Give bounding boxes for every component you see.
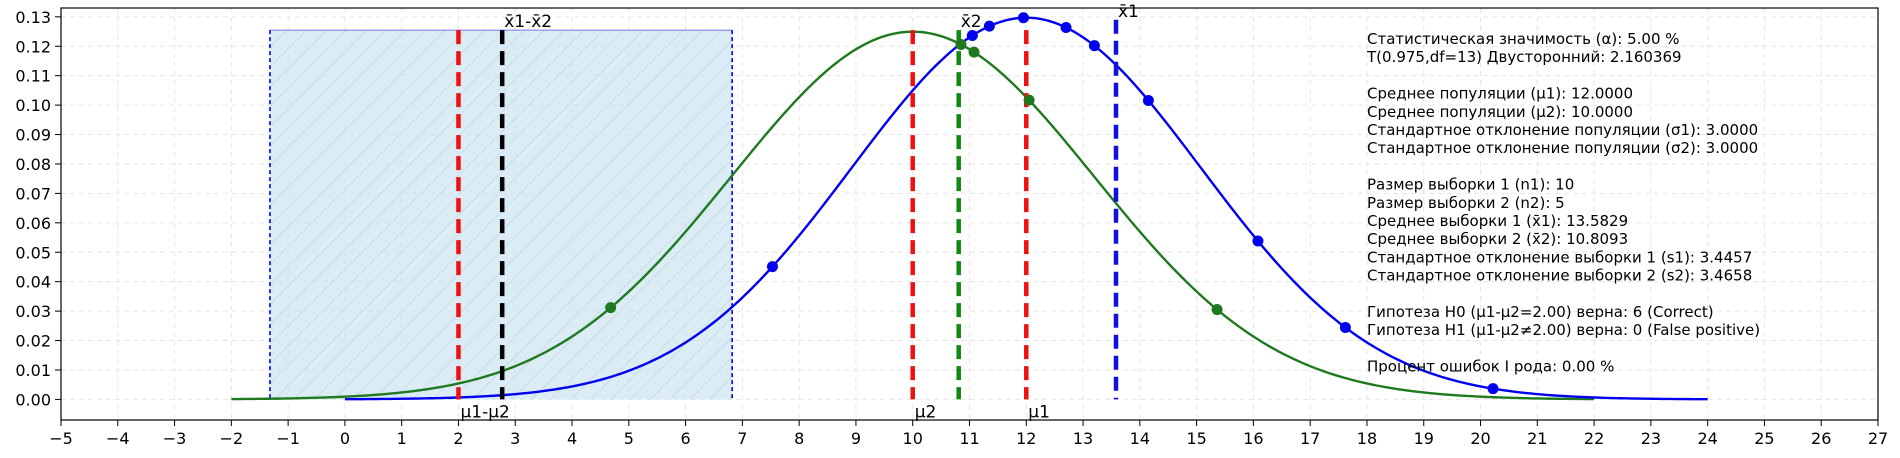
x-tick-label: 24 xyxy=(1697,429,1717,448)
x-tick-label: 26 xyxy=(1811,429,1831,448)
x-tick-label: 19 xyxy=(1414,429,1434,448)
sample-point xyxy=(955,38,967,50)
y-tick-label: 0.00 xyxy=(15,390,51,409)
y-tick-label: 0.03 xyxy=(15,302,51,321)
stats-textbox: Статистическая значимость (α): 5.00 %T(0… xyxy=(1366,30,1760,376)
x-tick-label: 20 xyxy=(1470,429,1490,448)
vertical-marker-label: μ2 xyxy=(915,402,937,422)
x-tick-label: 8 xyxy=(794,429,804,448)
sample-point xyxy=(1023,94,1035,106)
y-tick-label: 0.08 xyxy=(15,155,51,174)
y-tick-label: 0.12 xyxy=(15,37,51,56)
x-tick-label: 18 xyxy=(1357,429,1377,448)
stats-line: Стандартное отклонение популяции (σ2): 3… xyxy=(1367,139,1758,157)
stats-line: Стандартное отклонение популяции (σ1): 3… xyxy=(1367,121,1758,139)
x-tick-label: 5 xyxy=(624,429,634,448)
stats-line: Стандартное отклонение выборки 1 (s1): 3… xyxy=(1367,248,1752,266)
sample-point xyxy=(1142,94,1154,106)
sample-point xyxy=(1339,321,1351,333)
x-tick-label: 17 xyxy=(1300,429,1320,448)
vertical-marker-label: x̄1 xyxy=(1118,2,1139,22)
x-tick-label: 11 xyxy=(959,429,979,448)
x-tick-label: 7 xyxy=(737,429,747,448)
sample-point xyxy=(968,46,980,58)
x-tick-label: 4 xyxy=(567,429,577,448)
y-tick-label: 0.10 xyxy=(15,96,51,115)
x-tick-label: −2 xyxy=(220,429,244,448)
stats-line: Стандартное отклонение выборки 2 (s2): 3… xyxy=(1367,267,1752,285)
x-axis: −5 −4 −3 −2 −1 0 1 2 3 4 5 6 7 8 9 10 11 12 13 14 15 16 17 18 19… xyxy=(49,420,1888,448)
x-tick-label: 27 xyxy=(1868,429,1888,448)
sample-point xyxy=(1060,21,1072,33)
x-tick-label: 14 xyxy=(1130,429,1150,448)
x-tick-label: 15 xyxy=(1186,429,1206,448)
y-tick-label: 0.13 xyxy=(15,8,51,27)
stats-line: Процент ошибок I рода: 0.00 % xyxy=(1367,358,1614,376)
y-tick-label: 0.11 xyxy=(15,67,51,86)
x-tick-label: 13 xyxy=(1073,429,1093,448)
x-tick-label: 2 xyxy=(453,429,463,448)
vertical-marker-label: μ1 xyxy=(1028,402,1050,422)
sample-point xyxy=(605,302,617,314)
y-tick-label: 0.05 xyxy=(15,243,51,262)
x-tick-label: 0 xyxy=(340,429,350,448)
x-tick-label: −4 xyxy=(106,429,130,448)
vertical-marker-label: x̄2 xyxy=(961,12,982,32)
sample-point xyxy=(766,261,778,273)
sample-point xyxy=(983,20,995,32)
stats-line: Размер выборки 1 (n1): 10 xyxy=(1367,176,1574,194)
vertical-markers: μ1-μ2 x̄1-x̄2 μ2 x̄2 μ1 x̄1 xyxy=(456,2,1139,422)
x-tick-label: 16 xyxy=(1243,429,1263,448)
sample-points xyxy=(605,12,1499,395)
stats-line: Размер выборки 2 (n2): 5 xyxy=(1367,194,1565,212)
x-tick-label: 9 xyxy=(851,429,861,448)
sample-point xyxy=(1088,40,1100,52)
x-tick-label: 1 xyxy=(397,429,407,448)
sample-point xyxy=(1211,304,1223,316)
x-tick-label: −5 xyxy=(49,429,73,448)
x-tick-label: −1 xyxy=(276,429,300,448)
sample-point xyxy=(966,29,978,41)
stats-line: Среднее популяции (μ2): 10.0000 xyxy=(1367,103,1633,121)
sample-point xyxy=(1017,12,1029,24)
y-tick-label: 0.06 xyxy=(15,214,51,233)
y-tick-label: 0.02 xyxy=(15,332,51,351)
stats-line: Среднее выборки 2 (x̄2): 10.8093 xyxy=(1367,230,1628,248)
x-tick-label: 22 xyxy=(1584,429,1604,448)
x-tick-label: −3 xyxy=(163,429,187,448)
sample-point xyxy=(1252,235,1264,247)
x-tick-label: 3 xyxy=(510,429,520,448)
stats-line: T(0.975,df=13) Двусторонний: 2.160369 xyxy=(1366,48,1682,66)
y-tick-label: 0.04 xyxy=(15,273,51,292)
stats-line: Среднее выборки 1 (x̄1): 13.5829 xyxy=(1367,212,1628,230)
x-tick-label: 23 xyxy=(1641,429,1661,448)
stats-line: Статистическая значимость (α): 5.00 % xyxy=(1367,30,1680,48)
x-tick-label: 10 xyxy=(903,429,923,448)
x-tick-label: 21 xyxy=(1527,429,1547,448)
stats-line: Среднее популяции (μ1): 12.0000 xyxy=(1367,85,1633,103)
vertical-marker-label: μ1-μ2 xyxy=(460,402,509,422)
vertical-marker-label: x̄1-x̄2 xyxy=(504,12,552,32)
stats-line: Гипотеза H0 (μ1-μ2=2.00) верна: 6 (Corre… xyxy=(1367,303,1714,321)
sample-point xyxy=(1487,383,1499,395)
y-tick-label: 0.07 xyxy=(15,184,51,203)
x-tick-label: 12 xyxy=(1016,429,1036,448)
y-axis: 0.00 0.01 0.02 0.03 0.04 0.05 0.06 0.07 0.08 0.09… xyxy=(15,8,61,409)
y-tick-label: 0.01 xyxy=(15,361,51,380)
y-tick-label: 0.09 xyxy=(15,126,51,145)
x-tick-label: 25 xyxy=(1754,429,1774,448)
stats-line: Гипотеза H1 (μ1-μ2≠2.00) верна: 0 (False… xyxy=(1367,321,1760,339)
x-tick-label: 6 xyxy=(681,429,691,448)
